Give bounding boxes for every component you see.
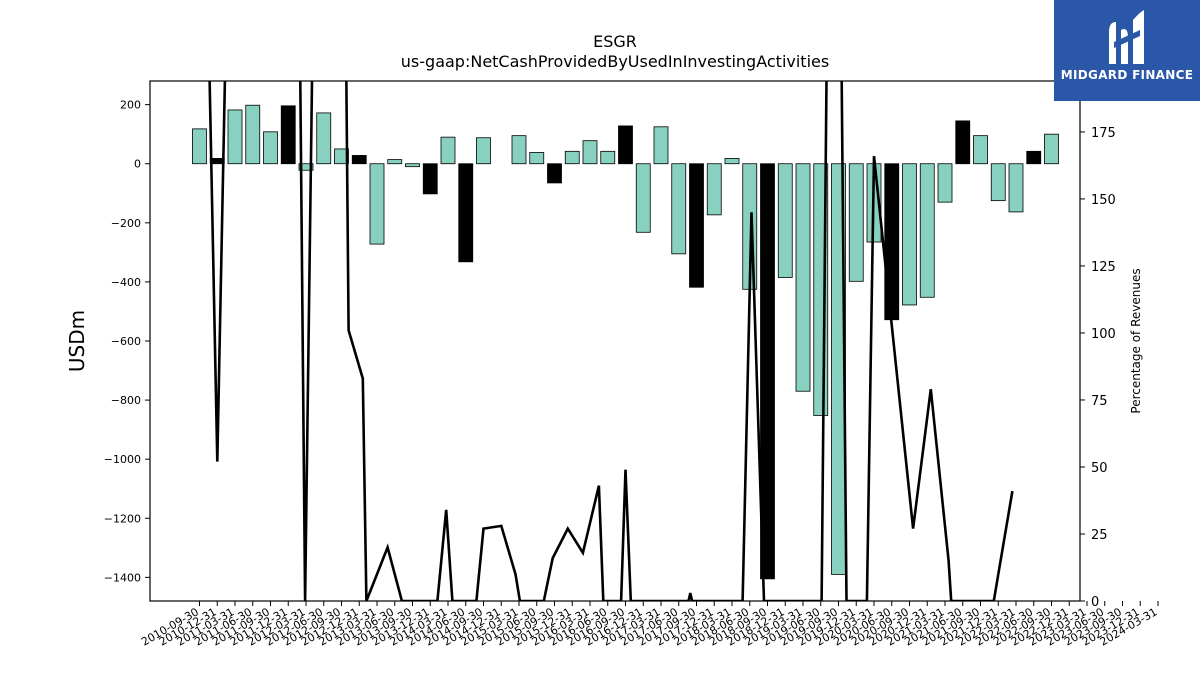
y-axis-label: USDm <box>65 310 89 372</box>
bar <box>316 112 332 165</box>
line-series <box>208 81 1014 601</box>
bar <box>1008 163 1024 213</box>
brand-logo[interactable]: MIDGARD FINANCE <box>1054 0 1200 101</box>
bar-series <box>192 104 1059 580</box>
y-tick-label: 0 <box>134 158 141 171</box>
midgard-logo-icon <box>1109 10 1144 64</box>
chart-title: ESGR <box>593 32 637 51</box>
bar <box>263 131 278 165</box>
bar <box>405 163 420 168</box>
bar <box>458 163 474 263</box>
bar <box>618 125 633 165</box>
bar <box>351 155 367 165</box>
bar <box>245 104 261 165</box>
y-tick-label: −1200 <box>104 512 141 525</box>
bar <box>671 163 687 255</box>
bar <box>777 163 793 278</box>
bar <box>955 120 971 165</box>
y-tick-label: 200 <box>120 99 141 112</box>
bar <box>653 126 669 165</box>
bar <box>937 163 953 203</box>
bar <box>902 163 917 306</box>
x-axis: 2010-09-302010-12-312011-03-312011-06-30… <box>139 601 1160 649</box>
y2-tick-label: 0 <box>1091 595 1099 610</box>
bar <box>635 163 651 233</box>
bar <box>476 137 491 165</box>
bar <box>564 150 580 165</box>
bar <box>1026 150 1042 165</box>
percentage-line <box>208 81 1014 601</box>
y2-tick-label: 50 <box>1091 461 1108 476</box>
bar <box>192 128 207 165</box>
bar <box>387 159 403 165</box>
y-axis-left: 200 0 −200 −400 −600 −800 −1000 −1200 −1400 <box>104 99 150 584</box>
bar <box>760 163 775 580</box>
y2-tick-label: 25 <box>1091 528 1108 543</box>
bar <box>1044 133 1059 165</box>
y-tick-label: −400 <box>111 276 141 289</box>
y2-axis-label: Percentage of Revenues <box>1129 268 1143 413</box>
y2-tick-label: 75 <box>1091 394 1108 409</box>
bar <box>990 163 1006 202</box>
y-tick-label: −1000 <box>104 453 141 466</box>
bar <box>689 163 704 288</box>
bar <box>422 163 438 195</box>
bar <box>600 150 616 165</box>
chart-subtitle: us-gaap:NetCashProvidedByUsedInInvesting… <box>400 52 830 71</box>
bar <box>511 135 527 165</box>
bar <box>280 105 296 165</box>
y-tick-label: −1400 <box>104 571 141 584</box>
y-axis-right: 0 25 50 75 100 125 150 175 <box>1080 126 1116 610</box>
y2-tick-label: 175 <box>1091 126 1116 141</box>
bar <box>547 163 562 184</box>
bar <box>884 163 900 321</box>
y2-tick-label: 150 <box>1091 193 1116 208</box>
bar <box>529 152 545 165</box>
y-tick-label: −800 <box>111 394 141 407</box>
y2-tick-label: 125 <box>1091 260 1116 275</box>
y-tick-label: −200 <box>111 217 141 230</box>
bar <box>973 135 988 165</box>
brand-name: MIDGARD FINANCE <box>1060 68 1194 82</box>
bar <box>227 109 243 165</box>
bar <box>582 140 598 165</box>
bar <box>298 163 314 171</box>
bar <box>369 163 385 245</box>
bar <box>440 136 456 165</box>
bar <box>334 148 349 165</box>
y-tick-label: −600 <box>111 335 141 348</box>
bar <box>724 158 740 165</box>
y2-tick-label: 100 <box>1091 327 1116 342</box>
bar <box>706 163 722 216</box>
bar <box>795 163 811 392</box>
bar <box>919 163 935 298</box>
bar <box>848 163 864 282</box>
